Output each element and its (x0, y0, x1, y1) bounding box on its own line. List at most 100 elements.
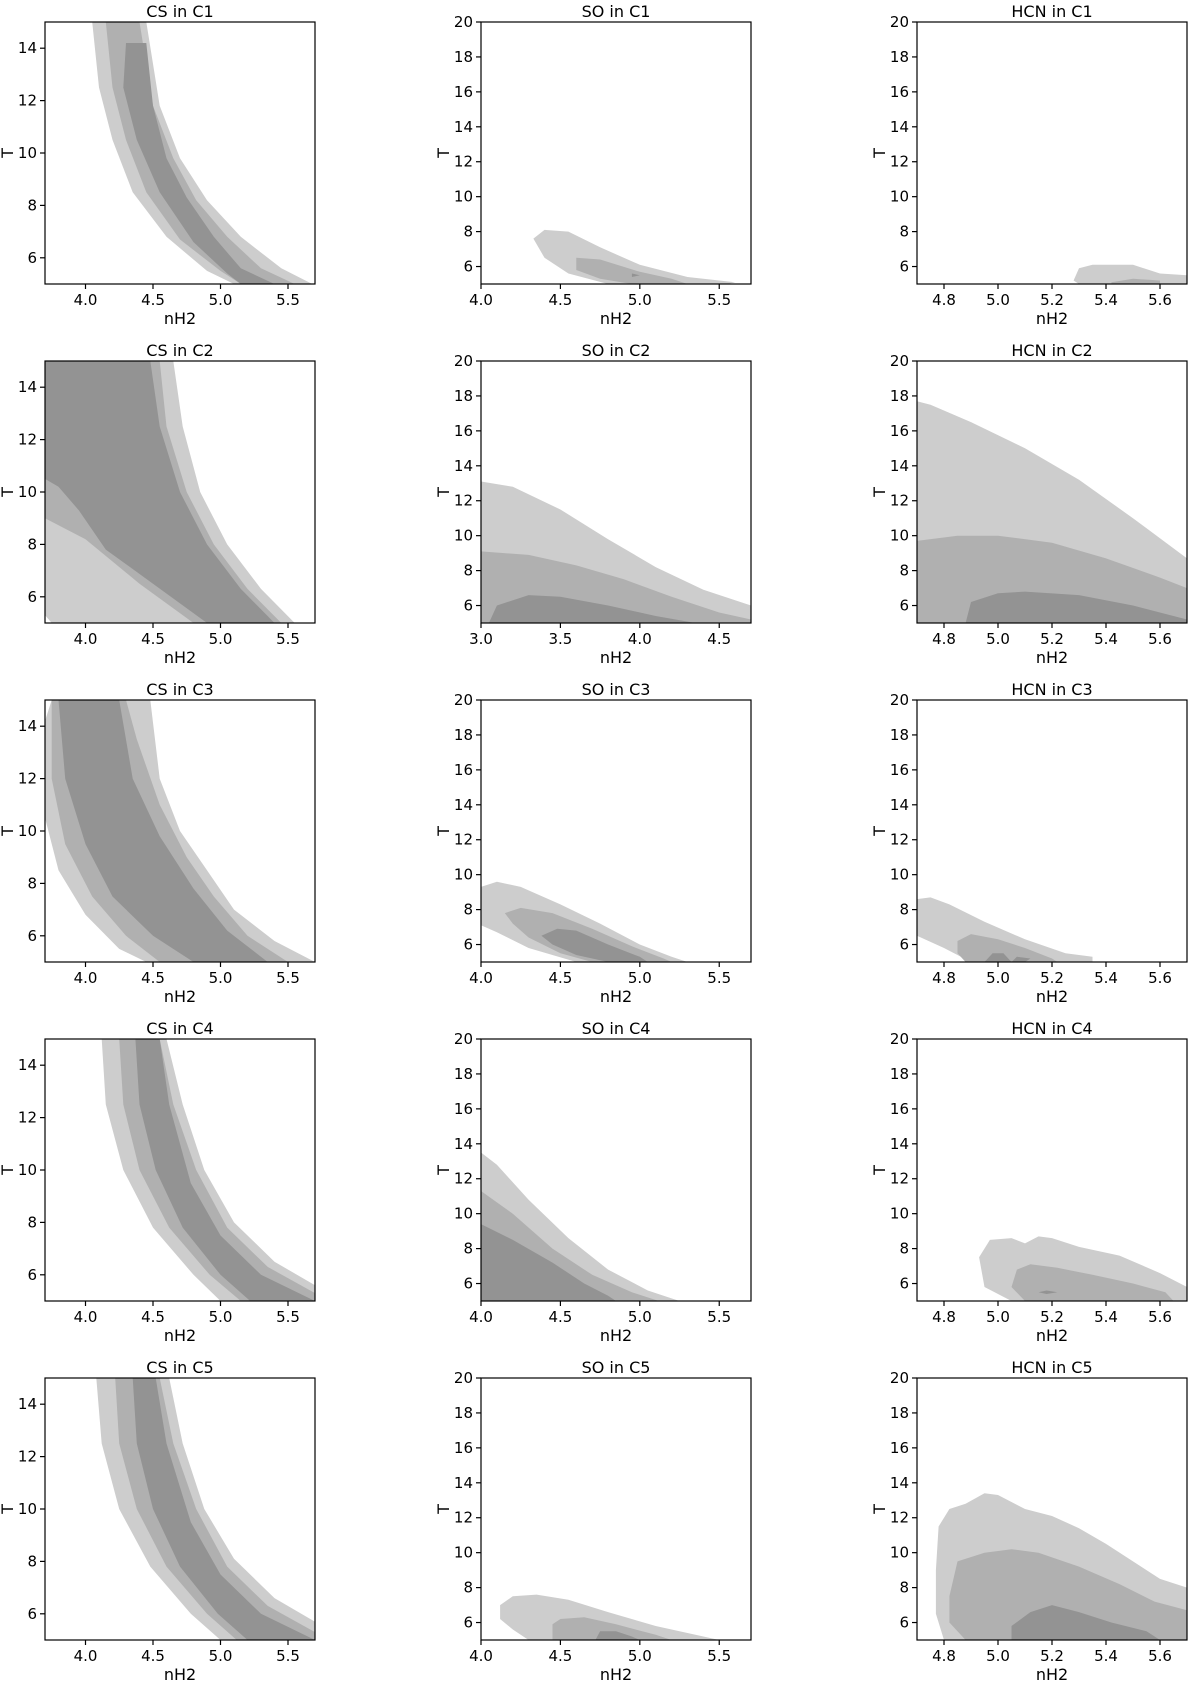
panel-cs-c1: 4.0 4.5 5.0 5.5 6 8 10 12 14 CS in C1 nH2 T (0, 2, 316, 328)
y-tick-label: 8 (27, 1552, 37, 1570)
x-tick-label: 5.4 (1094, 630, 1118, 648)
y-tick-label: 18 (890, 726, 909, 744)
contour-region-level-3 (541, 928, 648, 962)
panel-hcn-c2: 4.8 5.0 5.2 5.4 5.6 6 8 10 12 14 16 18 20 HCN in C2 nH… (870, 341, 1188, 667)
axes-frame (480, 21, 752, 285)
x-tick-label: 5.5 (276, 1308, 300, 1326)
contour-layer (935, 1493, 1187, 1640)
x-tick-label: 5.0 (986, 630, 1010, 648)
x-axis-label: nH2 (600, 1665, 632, 1684)
y-tick-label: 14 (890, 1474, 909, 1492)
y-tick-label: 14 (18, 1395, 37, 1413)
y-tick-label: 6 (899, 258, 909, 276)
panel-title: SO in C2 (582, 341, 651, 360)
contour-region-level-2 (949, 1549, 1187, 1640)
y-tick-label: 6 (27, 588, 37, 606)
y-tick-label: 20 (890, 13, 909, 31)
contour-layer (45, 361, 295, 623)
y-tick-label: 12 (890, 831, 909, 849)
x-axis-label: nH2 (164, 987, 196, 1006)
y-tick-label: 6 (27, 927, 37, 945)
y-tick-label: 6 (463, 597, 473, 615)
y-tick-label: 14 (454, 457, 473, 475)
panel-title: SO in C3 (582, 680, 651, 699)
panel-title: CS in C1 (146, 2, 213, 21)
y-tick-label: 12 (890, 1509, 909, 1527)
panel-cs-c5: 4.0 4.5 5.0 5.5 6 8 10 12 14 CS in C5 nH2 T (0, 1358, 316, 1684)
contour-layer (500, 1594, 720, 1640)
y-tick-label: 14 (454, 1135, 473, 1153)
y-tick-label: 10 (18, 1500, 37, 1518)
panel-so-c3: 4.0 4.5 5.0 5.5 6 8 10 12 14 16 18 20 SO in C3 nH2 T (434, 680, 752, 1006)
x-tick-label: 4.0 (469, 1647, 493, 1665)
x-tick-label: 4.0 (74, 291, 98, 309)
y-tick-label: 8 (899, 562, 909, 580)
x-tick-label: 4.8 (932, 291, 956, 309)
y-tick-label: 18 (454, 48, 473, 66)
x-tick-label: 4.8 (932, 1308, 956, 1326)
x-axis-label: nH2 (1036, 648, 1068, 667)
y-tick-label: 14 (890, 457, 909, 475)
contour-region-level-3 (984, 953, 1031, 962)
y-tick-label: 12 (890, 492, 909, 510)
x-tick-label: 5.0 (209, 1308, 233, 1326)
panel-title: HCN in C5 (1011, 1358, 1092, 1377)
y-tick-label: 10 (18, 483, 37, 501)
x-tick-label: 5.5 (276, 291, 300, 309)
panel-title: HCN in C1 (1011, 2, 1092, 21)
x-tick-label: 5.5 (707, 1647, 731, 1665)
panel-title: HCN in C4 (1011, 1019, 1092, 1038)
x-tick-label: 5.0 (986, 291, 1010, 309)
contour-layer (92, 22, 313, 284)
contour-layer (101, 1039, 315, 1301)
x-tick-label: 5.4 (1094, 969, 1118, 987)
axes-frame (480, 1038, 752, 1302)
panel-title: CS in C4 (146, 1019, 213, 1038)
y-tick-label: 6 (899, 597, 909, 615)
y-tick-label: 18 (454, 387, 473, 405)
y-tick-label: 6 (463, 1614, 473, 1632)
y-tick-label: 8 (463, 1240, 473, 1258)
x-tick-label: 4.5 (548, 969, 572, 987)
y-tick-label: 16 (890, 1100, 909, 1118)
y-tick-label: 12 (890, 153, 909, 171)
y-axis-label: T (434, 1165, 453, 1176)
contour-region-level-3 (135, 1039, 315, 1301)
x-tick-label: 5.0 (628, 969, 652, 987)
x-axis-label: nH2 (600, 309, 632, 328)
axes-frame (480, 699, 752, 963)
y-tick-label: 10 (454, 1205, 473, 1223)
y-tick-label: 16 (454, 761, 473, 779)
y-tick-label: 6 (899, 1275, 909, 1293)
y-tick-label: 10 (454, 866, 473, 884)
y-tick-label: 18 (890, 387, 909, 405)
panel-so-c4: 4.0 4.5 5.0 5.5 6 8 10 12 14 16 18 20 SO in C4 nH2 T (434, 1019, 752, 1345)
y-tick-label: 12 (454, 492, 473, 510)
x-tick-label: 4.5 (548, 1308, 572, 1326)
y-axis-label: T (870, 1165, 889, 1176)
x-tick-label: 5.5 (707, 1308, 731, 1326)
panel-hcn-c1: 4.8 5.0 5.2 5.4 5.6 6 8 10 12 14 16 18 20 HCN in C1 nH… (870, 2, 1188, 328)
panel-title: CS in C3 (146, 680, 213, 699)
y-tick-label: 10 (890, 188, 909, 206)
x-tick-label: 5.0 (628, 1308, 652, 1326)
y-tick-label: 14 (18, 1056, 37, 1074)
x-axis-label: nH2 (1036, 987, 1068, 1006)
x-tick-label: 5.0 (209, 291, 233, 309)
y-tick-label: 10 (890, 1205, 909, 1223)
y-tick-label: 6 (27, 249, 37, 267)
x-tick-label: 5.5 (276, 1647, 300, 1665)
x-tick-label: 5.0 (209, 1647, 233, 1665)
x-tick-label: 4.0 (469, 291, 493, 309)
x-axis-label: nH2 (1036, 1665, 1068, 1684)
x-tick-label: 4.5 (548, 291, 572, 309)
contour-region-level-3 (58, 700, 268, 962)
y-axis-label: T (870, 826, 889, 837)
y-tick-label: 10 (454, 188, 473, 206)
panel-cs-c2: 4.0 4.5 5.0 5.5 6 8 10 12 14 CS in C2 nH2 T (0, 341, 316, 667)
y-tick-label: 10 (890, 866, 909, 884)
axes-frame (480, 360, 752, 624)
y-tick-label: 8 (27, 535, 37, 553)
y-tick-label: 14 (890, 118, 909, 136)
x-tick-label: 4.0 (469, 969, 493, 987)
